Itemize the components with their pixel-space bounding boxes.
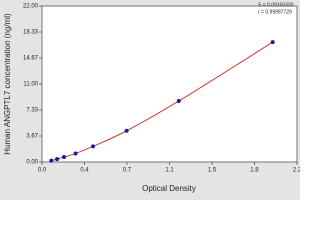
y-tick-label: 3.67: [26, 134, 38, 140]
annotation: S = 0.09150320: [258, 2, 294, 8]
x-tick-label: 0.4: [80, 168, 89, 174]
chart: S = 0.09150320 r = 0.99997729 Optical De…: [0, 0, 300, 200]
y-tick-label: 18.33: [23, 30, 39, 36]
x-tick-label: 0.7: [123, 168, 132, 174]
annotation: r = 0.99997729: [258, 9, 292, 15]
x-axis-title: Optical Density: [142, 184, 196, 193]
data-point: [62, 155, 67, 160]
x-tick-label: 2.2: [293, 168, 300, 174]
plot-area: [41, 5, 298, 163]
data-point: [124, 128, 129, 133]
data-point: [49, 158, 54, 163]
data-point: [73, 151, 78, 156]
x-tick-label: 1.1: [165, 168, 174, 174]
y-tick-label: 11.00: [23, 82, 38, 88]
y-tick-label: 0.00: [26, 160, 38, 166]
y-axis-title: Human ANGPTL7 concentration (ng/ml): [3, 13, 12, 155]
data-point: [91, 144, 95, 149]
x-tick-label: 1.5: [208, 168, 217, 174]
data-point: [55, 157, 60, 162]
y-tick-label: 7.33: [26, 108, 38, 114]
data-point: [270, 40, 275, 45]
x-tick-label: 0.0: [38, 168, 47, 174]
y-tick-label: 14.67: [23, 56, 39, 62]
y-tick-label: 22.00: [23, 4, 39, 10]
data-point: [176, 99, 181, 104]
x-tick-label: 1.8: [250, 168, 259, 174]
